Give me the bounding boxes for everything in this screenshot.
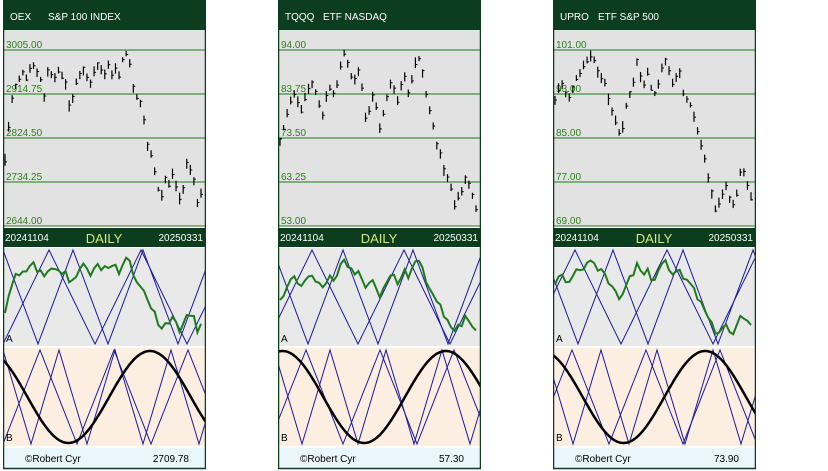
panel-b-label: B: [556, 433, 563, 444]
panel-b-label: B: [281, 433, 288, 444]
panel-b-label: B: [6, 433, 13, 444]
panel-b-wave-line: [553, 349, 756, 445]
symbol-label: UPRO: [560, 12, 589, 23]
y-tick-label: 2734.25: [6, 172, 43, 183]
footer-bar: [553, 448, 756, 468]
y-tick-label: 94.00: [281, 40, 306, 51]
panel-a-label: A: [6, 334, 13, 345]
panel-a-cycle-triangle-2: [553, 248, 756, 346]
panel-a-cycle-triangle-2: [278, 248, 481, 346]
period-label: DAILY: [636, 231, 673, 246]
panel-a-cycle-triangle-1: [553, 248, 756, 346]
y-tick-label: 2914.75: [6, 84, 43, 95]
header-bar: [553, 0, 756, 30]
panel-a-oscillator-line: [279, 257, 477, 333]
chart-svg: OEX S&P 100 INDEX 3005.00 2914.75 2824.50 273…: [3, 0, 206, 470]
panel-b-wave-line: [278, 349, 481, 445]
y-tick-label: 53.00: [281, 216, 306, 227]
start-date: 20241104: [280, 233, 324, 244]
credit-label: ©Robert Cyr: [25, 454, 81, 465]
panel-b-wave-line: [3, 349, 206, 445]
footer-bar: [278, 448, 481, 468]
panel-b-bg: [278, 348, 481, 446]
panel-a-cycle-triangle-1: [278, 248, 481, 346]
y-tick-label: 77.00: [556, 172, 581, 183]
credit-label: ©Robert Cyr: [575, 454, 631, 465]
panel-a-cycle-triangle-1: [3, 248, 206, 346]
y-tick-label: 69.00: [556, 216, 581, 227]
y-tick-label: 93.00: [556, 84, 581, 95]
panel-a-label: A: [556, 334, 563, 345]
last-value: 57.30: [439, 454, 464, 465]
panel-a-oscillator-line: [554, 258, 752, 336]
y-tick-label: 73.50: [281, 128, 306, 139]
footer-bar: [3, 448, 206, 468]
end-date: 20250331: [434, 233, 479, 244]
chart-panel-upro: UPRO ETF S&P 500 101.00 93.00 85.00 77.00 69.0…: [553, 0, 756, 471]
instrument-name: ETF S&P 500: [598, 12, 659, 23]
symbol-label: TQQQ: [285, 12, 315, 23]
y-tick-label: 3005.00: [6, 40, 43, 51]
date-bar: [553, 228, 756, 247]
y-tick-label: 85.00: [556, 128, 581, 139]
panel-a-bg: [553, 248, 756, 346]
last-value: 73.90: [714, 454, 739, 465]
chart-svg: TQQQ ETF NASDAQ 94.00 83.75 73.50 63.25 53.00 2…: [278, 0, 481, 470]
panel-b-cycle-triangle-1: [553, 348, 756, 446]
start-date: 20241104: [555, 233, 599, 244]
panel-a-cycle-triangle-2: [3, 248, 206, 346]
end-date: 20250331: [159, 233, 204, 244]
start-date: 20241104: [5, 233, 49, 244]
panel-b-cycle-triangle-2: [553, 348, 756, 446]
panel-a-oscillator-line: [4, 256, 202, 336]
date-bar: [278, 228, 481, 247]
y-tick-label: 2644.00: [6, 216, 43, 227]
y-tick-label: 83.75: [281, 84, 306, 95]
instrument-name: ETF NASDAQ: [323, 12, 387, 23]
date-bar: [3, 228, 206, 247]
chart-panel-tqqq: TQQQ ETF NASDAQ 94.00 83.75 73.50 63.25 53.00 2…: [278, 0, 481, 471]
credit-label: ©Robert Cyr: [300, 454, 356, 465]
y-tick-label: 101.00: [556, 40, 587, 51]
panel-b-cycle-triangle-1: [3, 348, 206, 446]
end-date: 20250331: [709, 233, 754, 244]
panel-border: [553, 0, 756, 470]
chart-svg: UPRO ETF S&P 500 101.00 93.00 85.00 77.00 69.0…: [553, 0, 756, 470]
panel-border: [278, 0, 481, 470]
chart-panel-oex: OEX S&P 100 INDEX 3005.00 2914.75 2824.50 273…: [3, 0, 206, 471]
header-bar: [3, 0, 206, 30]
panel-b-bg: [3, 348, 206, 446]
last-value: 2709.78: [153, 454, 190, 465]
panel-b-cycle-triangle-2: [278, 348, 481, 446]
price-panel-bg: [553, 30, 756, 226]
period-label: DAILY: [361, 231, 398, 246]
y-tick-label: 63.25: [281, 172, 306, 183]
header-bar: [278, 0, 481, 30]
y-tick-label: 2824.50: [6, 128, 43, 139]
symbol-label: OEX: [10, 12, 31, 23]
panel-a-label: A: [281, 334, 288, 345]
panel-border: [3, 0, 206, 470]
instrument-name: S&P 100 INDEX: [48, 12, 121, 23]
panel-b-cycle-triangle-2: [3, 348, 206, 446]
period-label: DAILY: [86, 231, 123, 246]
price-panel-bg: [3, 30, 206, 226]
